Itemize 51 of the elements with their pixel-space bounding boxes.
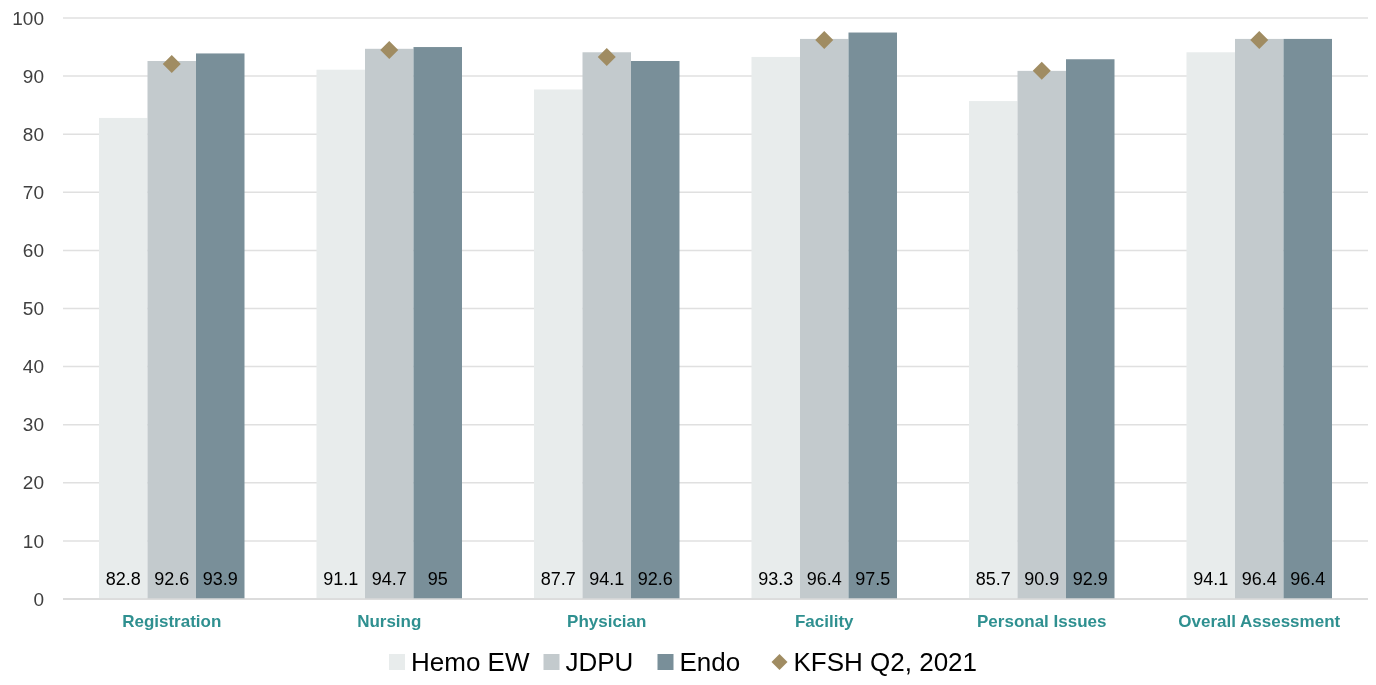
data-label: 91.1: [323, 569, 359, 589]
bar: [631, 60, 680, 599]
x-tick-label: Registration: [122, 612, 222, 631]
data-label: 92.6: [637, 569, 673, 589]
data-label: 94.1: [1193, 569, 1229, 589]
data-label: 92.6: [154, 569, 190, 589]
data-label: 87.7: [540, 569, 576, 589]
data-label: 90.9: [1024, 569, 1060, 589]
y-tick-label: 30: [22, 414, 44, 436]
legend-label: Hemo EW: [411, 647, 530, 677]
x-tick-label: Personal Issues: [977, 612, 1107, 631]
data-label: 96.4: [1241, 569, 1277, 589]
bar: [365, 48, 414, 599]
legend-label: JDPU: [565, 647, 634, 677]
x-tick-label: Overall Assessment: [1178, 612, 1341, 631]
bar: [800, 38, 849, 599]
bar: [196, 53, 245, 599]
legend-label: KFSH Q2, 2021: [793, 647, 978, 677]
data-label: 94.1: [589, 569, 625, 589]
data-label: 97.5: [855, 569, 891, 589]
data-label: 82.8: [105, 569, 141, 589]
y-tick-label: 60: [22, 240, 44, 262]
bar: [1235, 38, 1284, 599]
x-tick-label: Facility: [794, 612, 855, 631]
y-tick-label: 40: [22, 356, 44, 378]
x-tick-label: Nursing: [357, 612, 422, 631]
data-label: 96.4: [1290, 569, 1326, 589]
bar: [848, 32, 897, 599]
bar: [582, 52, 631, 599]
bar: [1283, 38, 1332, 599]
legend-label: Endo: [679, 647, 741, 677]
x-tick-label: Physician: [567, 612, 647, 631]
y-tick-label: 10: [22, 530, 44, 552]
y-tick-label: 80: [22, 123, 44, 145]
bar: [413, 47, 462, 599]
data-label: 93.9: [202, 569, 238, 589]
data-label: 85.7: [975, 569, 1011, 589]
data-label: 96.4: [806, 569, 842, 589]
y-tick-label: 70: [22, 181, 44, 203]
data-label: 94.7: [371, 569, 407, 589]
y-tick-label: 90: [22, 65, 44, 87]
bar: [1066, 59, 1115, 599]
y-tick-label: 0: [33, 588, 44, 610]
y-tick-label: 100: [12, 7, 44, 29]
bar: [1017, 70, 1066, 599]
y-tick-label: 20: [22, 472, 44, 494]
y-tick-label: 50: [22, 298, 44, 320]
bar: [147, 60, 196, 599]
data-label: 93.3: [758, 569, 794, 589]
data-label: 92.9: [1072, 569, 1108, 589]
data-label: 95: [427, 569, 448, 589]
